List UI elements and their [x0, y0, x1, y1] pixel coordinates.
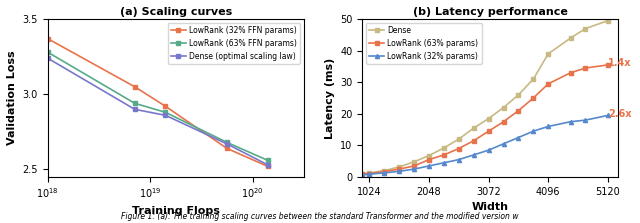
Dense: [515, 94, 522, 96]
LowRank (32% params): [500, 142, 508, 145]
Y-axis label: Validation Loss: Validation Loss: [7, 51, 17, 145]
Dense: [529, 78, 537, 81]
LowRank (63% params): [545, 83, 552, 85]
Dense: [484, 117, 492, 120]
LowRank (32% params): [410, 168, 418, 170]
Dense: [410, 161, 418, 163]
LowRank (32% params): [545, 125, 552, 128]
Dense: [396, 165, 403, 168]
LowRank (32% params): [455, 158, 463, 161]
Dense (optimal scaling law): [162, 114, 170, 117]
LowRank (63% params): [566, 71, 574, 74]
Line: LowRank (32% params): LowRank (32% params): [360, 113, 610, 177]
LowRank (32% params): [358, 173, 366, 176]
LowRank (32% params): [365, 173, 373, 176]
LowRank (32% FFN params): [223, 147, 231, 150]
LowRank (32% params): [566, 120, 574, 123]
LowRank (63% params): [381, 170, 388, 173]
LowRank (63% params): [484, 130, 492, 132]
Dense (optimal scaling law): [223, 142, 231, 145]
LowRank (63% FFN params): [162, 111, 170, 114]
LowRank (32% FFN params): [131, 85, 139, 88]
Dense: [470, 127, 477, 129]
Line: Dense: Dense: [360, 19, 610, 176]
Dense: [455, 138, 463, 140]
LowRank (32% params): [582, 119, 589, 122]
LowRank (32% FFN params): [162, 105, 170, 108]
Line: Dense (optimal scaling law): Dense (optimal scaling law): [45, 56, 270, 167]
LowRank (63% params): [500, 120, 508, 123]
LowRank (63% FFN params): [223, 141, 231, 144]
Dense: [440, 147, 448, 149]
LowRank (32% FFN params): [44, 37, 52, 40]
Dense: [582, 27, 589, 30]
LowRank (63% params): [529, 97, 537, 99]
Line: LowRank (32% FFN params): LowRank (32% FFN params): [45, 36, 270, 169]
LowRank (63% params): [515, 109, 522, 112]
LowRank (63% params): [425, 158, 433, 161]
Dense: [365, 171, 373, 174]
Dense: [566, 37, 574, 39]
LowRank (32% params): [440, 161, 448, 164]
LowRank (63% params): [358, 173, 366, 176]
LowRank (32% FFN params): [264, 165, 272, 168]
Title: (b) Latency performance: (b) Latency performance: [413, 7, 568, 17]
LowRank (63% params): [582, 67, 589, 69]
LowRank (63% params): [604, 64, 612, 66]
LowRank (32% params): [425, 165, 433, 167]
LowRank (32% params): [529, 130, 537, 132]
Dense (optimal scaling law): [44, 57, 52, 60]
Legend: LowRank (32% FFN params), LowRank (63% FFN params), Dense (optimal scaling law): LowRank (32% FFN params), LowRank (63% F…: [168, 23, 300, 64]
LowRank (32% params): [470, 154, 477, 156]
LowRank (32% params): [484, 149, 492, 151]
LowRank (63% params): [440, 154, 448, 156]
LowRank (63% params): [470, 139, 477, 142]
LowRank (32% params): [381, 171, 388, 174]
Legend: Dense, LowRank (63% params), LowRank (32% params): Dense, LowRank (63% params), LowRank (32…: [366, 23, 481, 64]
LowRank (32% params): [396, 170, 403, 173]
LowRank (63% FFN params): [131, 102, 139, 105]
LowRank (63% params): [410, 165, 418, 167]
LowRank (63% params): [455, 147, 463, 150]
Dense: [381, 169, 388, 172]
LowRank (63% params): [396, 168, 403, 170]
Dense (optimal scaling law): [264, 164, 272, 166]
Dense: [545, 52, 552, 55]
Line: LowRank (63% params): LowRank (63% params): [360, 63, 610, 176]
Dense: [358, 172, 366, 175]
LowRank (32% params): [515, 136, 522, 139]
Text: 2.6x: 2.6x: [609, 109, 632, 119]
LowRank (63% FFN params): [44, 51, 52, 54]
Text: 1.4x: 1.4x: [609, 58, 632, 68]
LowRank (63% params): [365, 172, 373, 175]
Text: Figure 1: (a): The training scaling curves between the standard Transformer and : Figure 1: (a): The training scaling curv…: [121, 212, 519, 221]
Dense: [425, 154, 433, 157]
Dense: [604, 19, 612, 22]
Line: LowRank (63% FFN params): LowRank (63% FFN params): [45, 50, 270, 163]
X-axis label: Training Flops: Training Flops: [132, 206, 220, 216]
Dense: [500, 106, 508, 109]
Title: (a) Scaling curves: (a) Scaling curves: [120, 7, 232, 17]
LowRank (63% FFN params): [264, 159, 272, 162]
LowRank (32% params): [604, 114, 612, 117]
Y-axis label: Latency (ms): Latency (ms): [324, 57, 335, 139]
Dense (optimal scaling law): [131, 108, 139, 111]
X-axis label: Width: Width: [472, 202, 509, 212]
